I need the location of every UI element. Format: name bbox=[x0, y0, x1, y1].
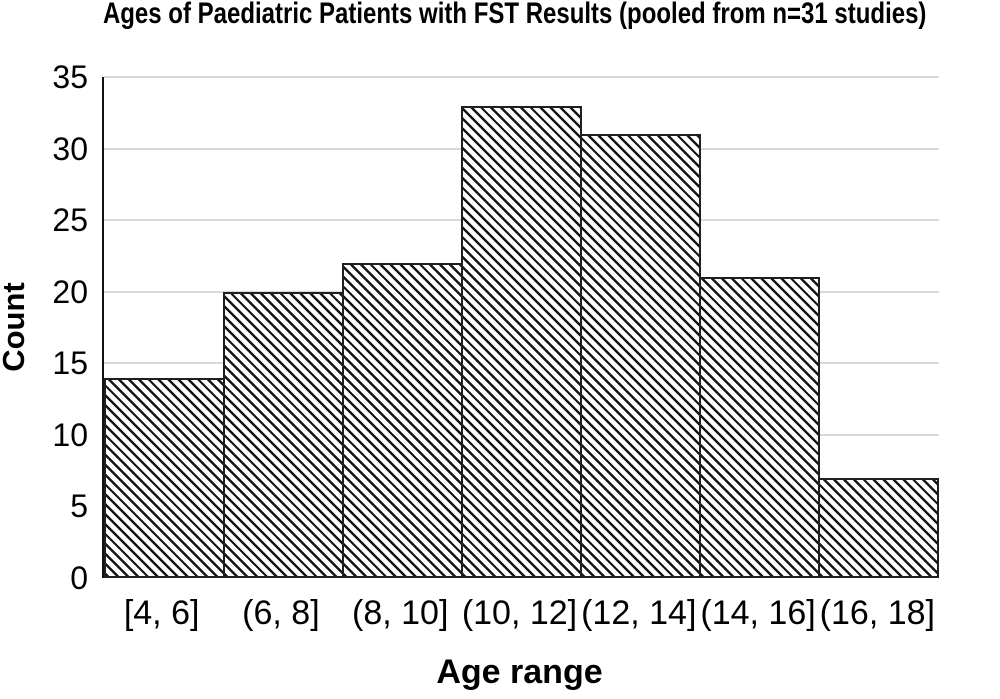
plot-area bbox=[102, 76, 939, 578]
y-tick-label: 25 bbox=[52, 202, 88, 239]
x-tick-label: [4, 6] bbox=[123, 594, 200, 632]
y-tick-label: 20 bbox=[52, 273, 88, 310]
histogram-bar bbox=[104, 377, 225, 578]
x-tick-label: (10, 12] bbox=[461, 594, 578, 632]
histogram-bar bbox=[580, 134, 701, 578]
x-tick-labels: [4, 6] (6, 8] (8, 10] (10, 12] (12, 14] (14, … bbox=[102, 592, 937, 634]
x-tick-label: (16, 18] bbox=[819, 594, 935, 632]
x-tick-label: (6, 8] bbox=[242, 594, 320, 632]
bars bbox=[104, 77, 939, 578]
x-axis-title: Age range bbox=[436, 653, 603, 691]
x-tick-label: (12, 14] bbox=[581, 594, 697, 632]
x-tick-label: (8, 10] bbox=[352, 594, 449, 632]
histogram-bar bbox=[342, 263, 463, 578]
histogram-bar bbox=[699, 277, 820, 578]
y-tick-label: 0 bbox=[70, 560, 88, 596]
y-tick-label: 35 bbox=[52, 59, 88, 95]
histogram-bar bbox=[818, 477, 939, 578]
y-tick-label: 30 bbox=[52, 130, 88, 167]
y-tick-label: 5 bbox=[70, 488, 88, 525]
y-tick-labels: 0 5 10 15 20 25 30 35 bbox=[0, 61, 88, 594]
y-tick-label: 15 bbox=[52, 345, 88, 382]
x-tick-label: (14, 16] bbox=[700, 594, 816, 632]
gridline bbox=[104, 76, 939, 78]
chart-title: Ages of Paediatric Patients with FST Res… bbox=[0, 0, 1000, 33]
histogram-bar bbox=[223, 291, 344, 578]
chart-title-text: Ages of Paediatric Patients with FST Res… bbox=[102, 0, 927, 30]
histogram-bar bbox=[461, 105, 582, 578]
y-tick-label: 10 bbox=[52, 416, 88, 453]
